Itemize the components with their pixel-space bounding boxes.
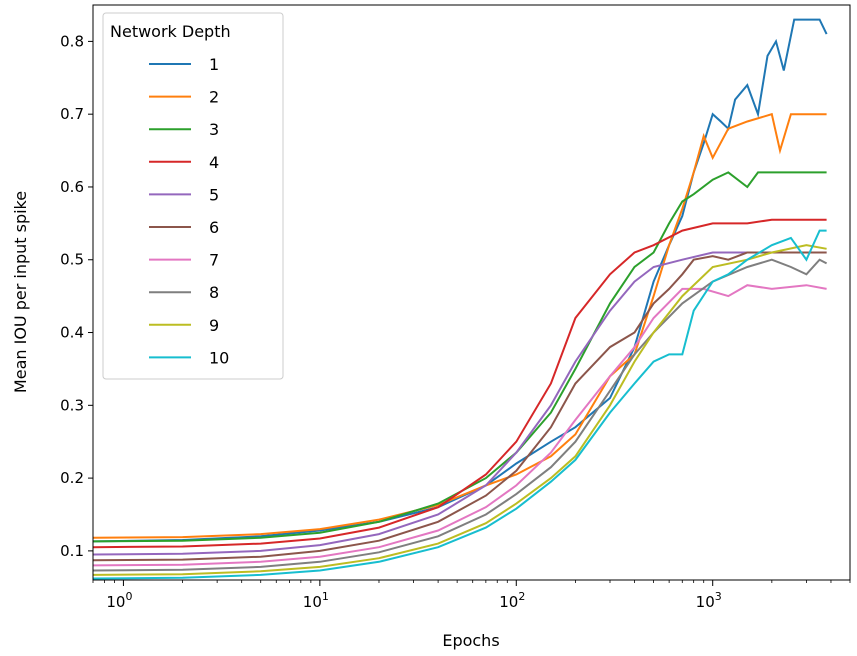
legend-label: 6 xyxy=(209,218,219,237)
legend-label: 9 xyxy=(209,316,219,335)
legend: Network Depth 1 2 3 4 5 6 7 8 9 10 xyxy=(102,12,284,380)
legend-label: 5 xyxy=(209,185,219,204)
y-tick-label: 0.5 xyxy=(60,251,84,269)
series-line-3 xyxy=(92,171,827,543)
legend-label: 7 xyxy=(209,251,219,270)
x-tick-label: 100 xyxy=(106,590,132,611)
y-tick-label: 0.3 xyxy=(60,396,84,414)
legend-label: 4 xyxy=(209,153,219,172)
y-axis: 0.1 0.2 0.3 0.4 0.5 0.6 0.7 0.8 xyxy=(60,32,93,560)
legend-label: 2 xyxy=(209,88,219,107)
legend-box xyxy=(102,12,284,380)
plot-frame xyxy=(92,4,851,581)
legend-label: 8 xyxy=(209,283,219,302)
plot-lines xyxy=(92,18,828,580)
y-tick-label: 0.1 xyxy=(60,542,84,560)
legend-label: 1 xyxy=(209,55,219,74)
x-axis: 100 101 102 103 xyxy=(92,580,851,611)
x-axis-label: Epochs xyxy=(442,631,499,650)
series-line-10 xyxy=(92,229,827,580)
legend-title: Network Depth xyxy=(110,22,231,41)
y-tick-label: 0.2 xyxy=(60,469,84,487)
y-tick-label: 0.4 xyxy=(60,324,84,342)
x-tick-label: 102 xyxy=(499,590,525,611)
y-tick-label: 0.8 xyxy=(60,32,84,50)
y-axis-label: Mean IOU per input spike xyxy=(11,191,30,393)
series-line-2 xyxy=(92,112,827,539)
x-tick-label: 101 xyxy=(303,590,329,611)
series-line-8 xyxy=(92,258,828,572)
legend-label: 3 xyxy=(209,120,219,139)
series-line-4 xyxy=(92,218,827,549)
x-tick-label: 103 xyxy=(696,590,722,611)
series-line-7 xyxy=(92,284,827,567)
y-tick-label: 0.7 xyxy=(60,105,84,123)
legend-label: 10 xyxy=(209,348,229,367)
legend-items: 1 2 3 4 5 6 7 8 9 10 xyxy=(149,55,229,367)
y-tick-label: 0.6 xyxy=(60,178,84,196)
series-line-6 xyxy=(92,251,827,562)
